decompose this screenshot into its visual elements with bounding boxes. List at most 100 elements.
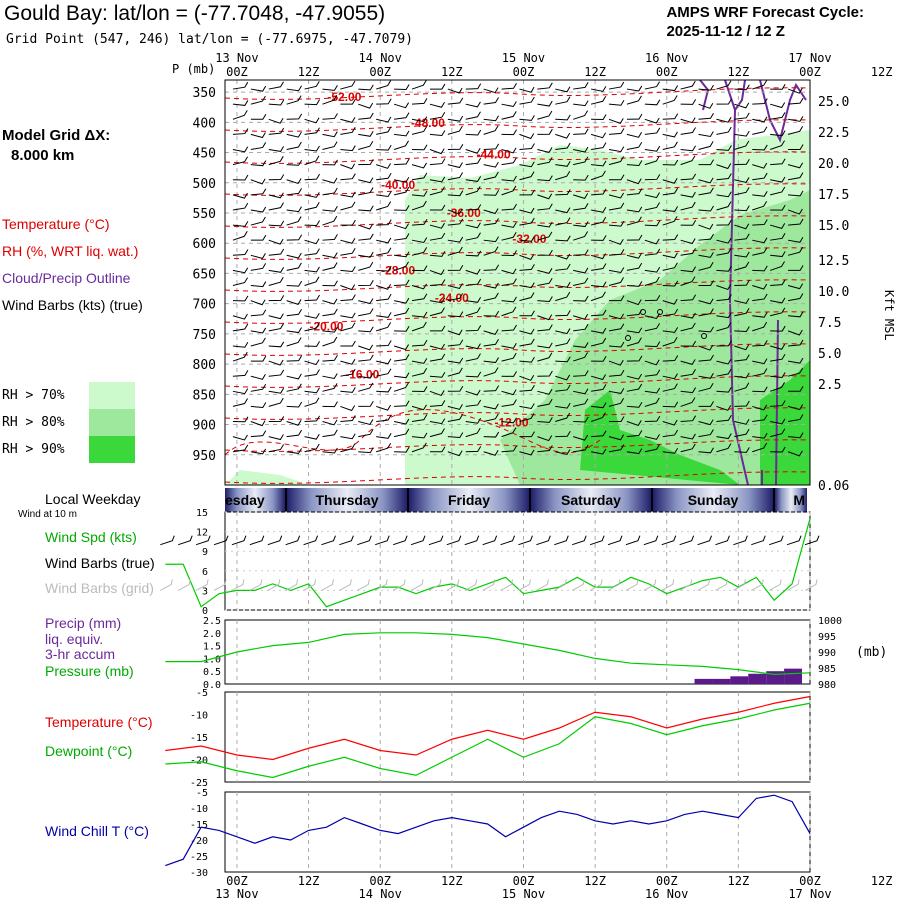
wind-barb	[734, 279, 750, 287]
wind-barb	[608, 146, 625, 153]
wind-barb	[770, 382, 785, 392]
wind-barb	[591, 263, 607, 271]
wind-barb	[680, 127, 696, 135]
wind-barb	[250, 132, 266, 139]
wind-barb	[537, 221, 553, 228]
wind-barb	[680, 155, 696, 166]
wind-barb	[573, 221, 589, 228]
wind-barb	[573, 128, 589, 135]
wind-barb	[519, 133, 535, 140]
wind-barb	[752, 293, 768, 302]
wind-barb	[376, 126, 392, 135]
wind-barb	[680, 369, 696, 377]
wind-barb	[608, 277, 625, 287]
wind-barb	[787, 450, 803, 457]
wind-barb	[429, 204, 446, 211]
day-tuesday: esday	[225, 488, 287, 512]
wind-barb	[680, 276, 696, 286]
wind-barb	[698, 419, 714, 426]
wind-barb	[609, 416, 625, 423]
wind-barb	[483, 329, 499, 335]
wind-barb	[662, 447, 679, 454]
wind-barb	[376, 368, 392, 377]
wind-barb	[662, 216, 678, 226]
wind-barb	[591, 142, 607, 151]
bottom-time-label: 00Z	[513, 874, 535, 888]
wind-barb	[734, 205, 750, 212]
wind-barb	[644, 145, 661, 152]
wind-barb	[555, 207, 571, 214]
wind-barb	[322, 187, 338, 196]
wind-barb	[501, 147, 517, 154]
wind-barb	[411, 368, 428, 377]
pressure-tick-label: 850	[193, 388, 216, 403]
wind-barb	[304, 322, 320, 332]
wind-barb	[501, 175, 517, 182]
wind-barb	[698, 429, 714, 438]
wind-barb	[537, 175, 553, 182]
grid-wind-barb	[554, 579, 567, 591]
rh70-swatch	[89, 382, 135, 409]
wind-barb	[447, 144, 464, 151]
wind-barb	[340, 127, 356, 135]
wind-barb	[232, 370, 249, 377]
wind-barb	[304, 155, 320, 166]
wind-barb	[680, 359, 696, 365]
wind-barb	[250, 142, 267, 151]
wind-barb	[626, 383, 643, 392]
wind-barb	[411, 414, 428, 423]
wind-barb	[358, 326, 374, 333]
wind-barb	[447, 385, 464, 392]
wind-barb	[286, 383, 302, 392]
wind-barb	[555, 430, 571, 438]
surface-wind-barb	[303, 535, 319, 546]
grid-wind-barb	[500, 579, 514, 591]
wind-barb	[483, 161, 499, 168]
wind-barb	[429, 102, 445, 108]
grid-point-subtitle: Grid Point (547, 246) lat/lon = (-77.697…	[6, 32, 413, 47]
wind-barb	[286, 299, 302, 305]
wind-barb	[304, 81, 320, 90]
wind-barb	[662, 280, 679, 287]
grid-wind-barb	[751, 579, 764, 591]
height-tick-label: 2.5	[818, 378, 841, 393]
wind-barb	[232, 221, 249, 227]
wind-barb	[340, 284, 356, 291]
wind-barb	[322, 234, 338, 241]
wind-barb	[770, 84, 786, 90]
wind-barb	[626, 178, 642, 185]
wind-barb	[286, 178, 302, 185]
precip-bar	[784, 668, 802, 684]
wind-barb	[376, 386, 392, 393]
wind-barb	[752, 200, 768, 211]
wind-barb	[376, 293, 392, 302]
bottom-date-label: 13 Nov	[215, 887, 258, 900]
wind-barb	[537, 268, 553, 274]
wind-barb	[680, 322, 696, 332]
wind-barb	[787, 87, 803, 94]
wind-barb	[770, 186, 786, 196]
wind-barb	[394, 354, 410, 362]
wind-barb	[662, 355, 679, 362]
wind-barb	[232, 202, 249, 211]
surface-wind-barb	[249, 535, 265, 546]
wind-barb	[752, 358, 768, 365]
wind-barb	[322, 177, 338, 184]
wind-barb	[680, 173, 697, 181]
wind-barb	[662, 383, 678, 392]
surface-wind-barb	[715, 535, 730, 546]
wind-barb	[268, 248, 285, 256]
wind-barb	[788, 386, 804, 392]
wind-barb	[537, 445, 553, 453]
wind-barb	[537, 435, 553, 442]
wind-barb	[411, 116, 428, 123]
wind-barb	[411, 162, 427, 169]
wind-barb	[340, 358, 356, 365]
wind-barb	[429, 279, 446, 287]
wind-barb	[626, 448, 643, 455]
wind-barb	[340, 219, 356, 226]
legend-cloud: Cloud/Precip Outline	[2, 270, 131, 286]
wind-barb	[340, 312, 356, 319]
wind-barb	[734, 130, 750, 137]
